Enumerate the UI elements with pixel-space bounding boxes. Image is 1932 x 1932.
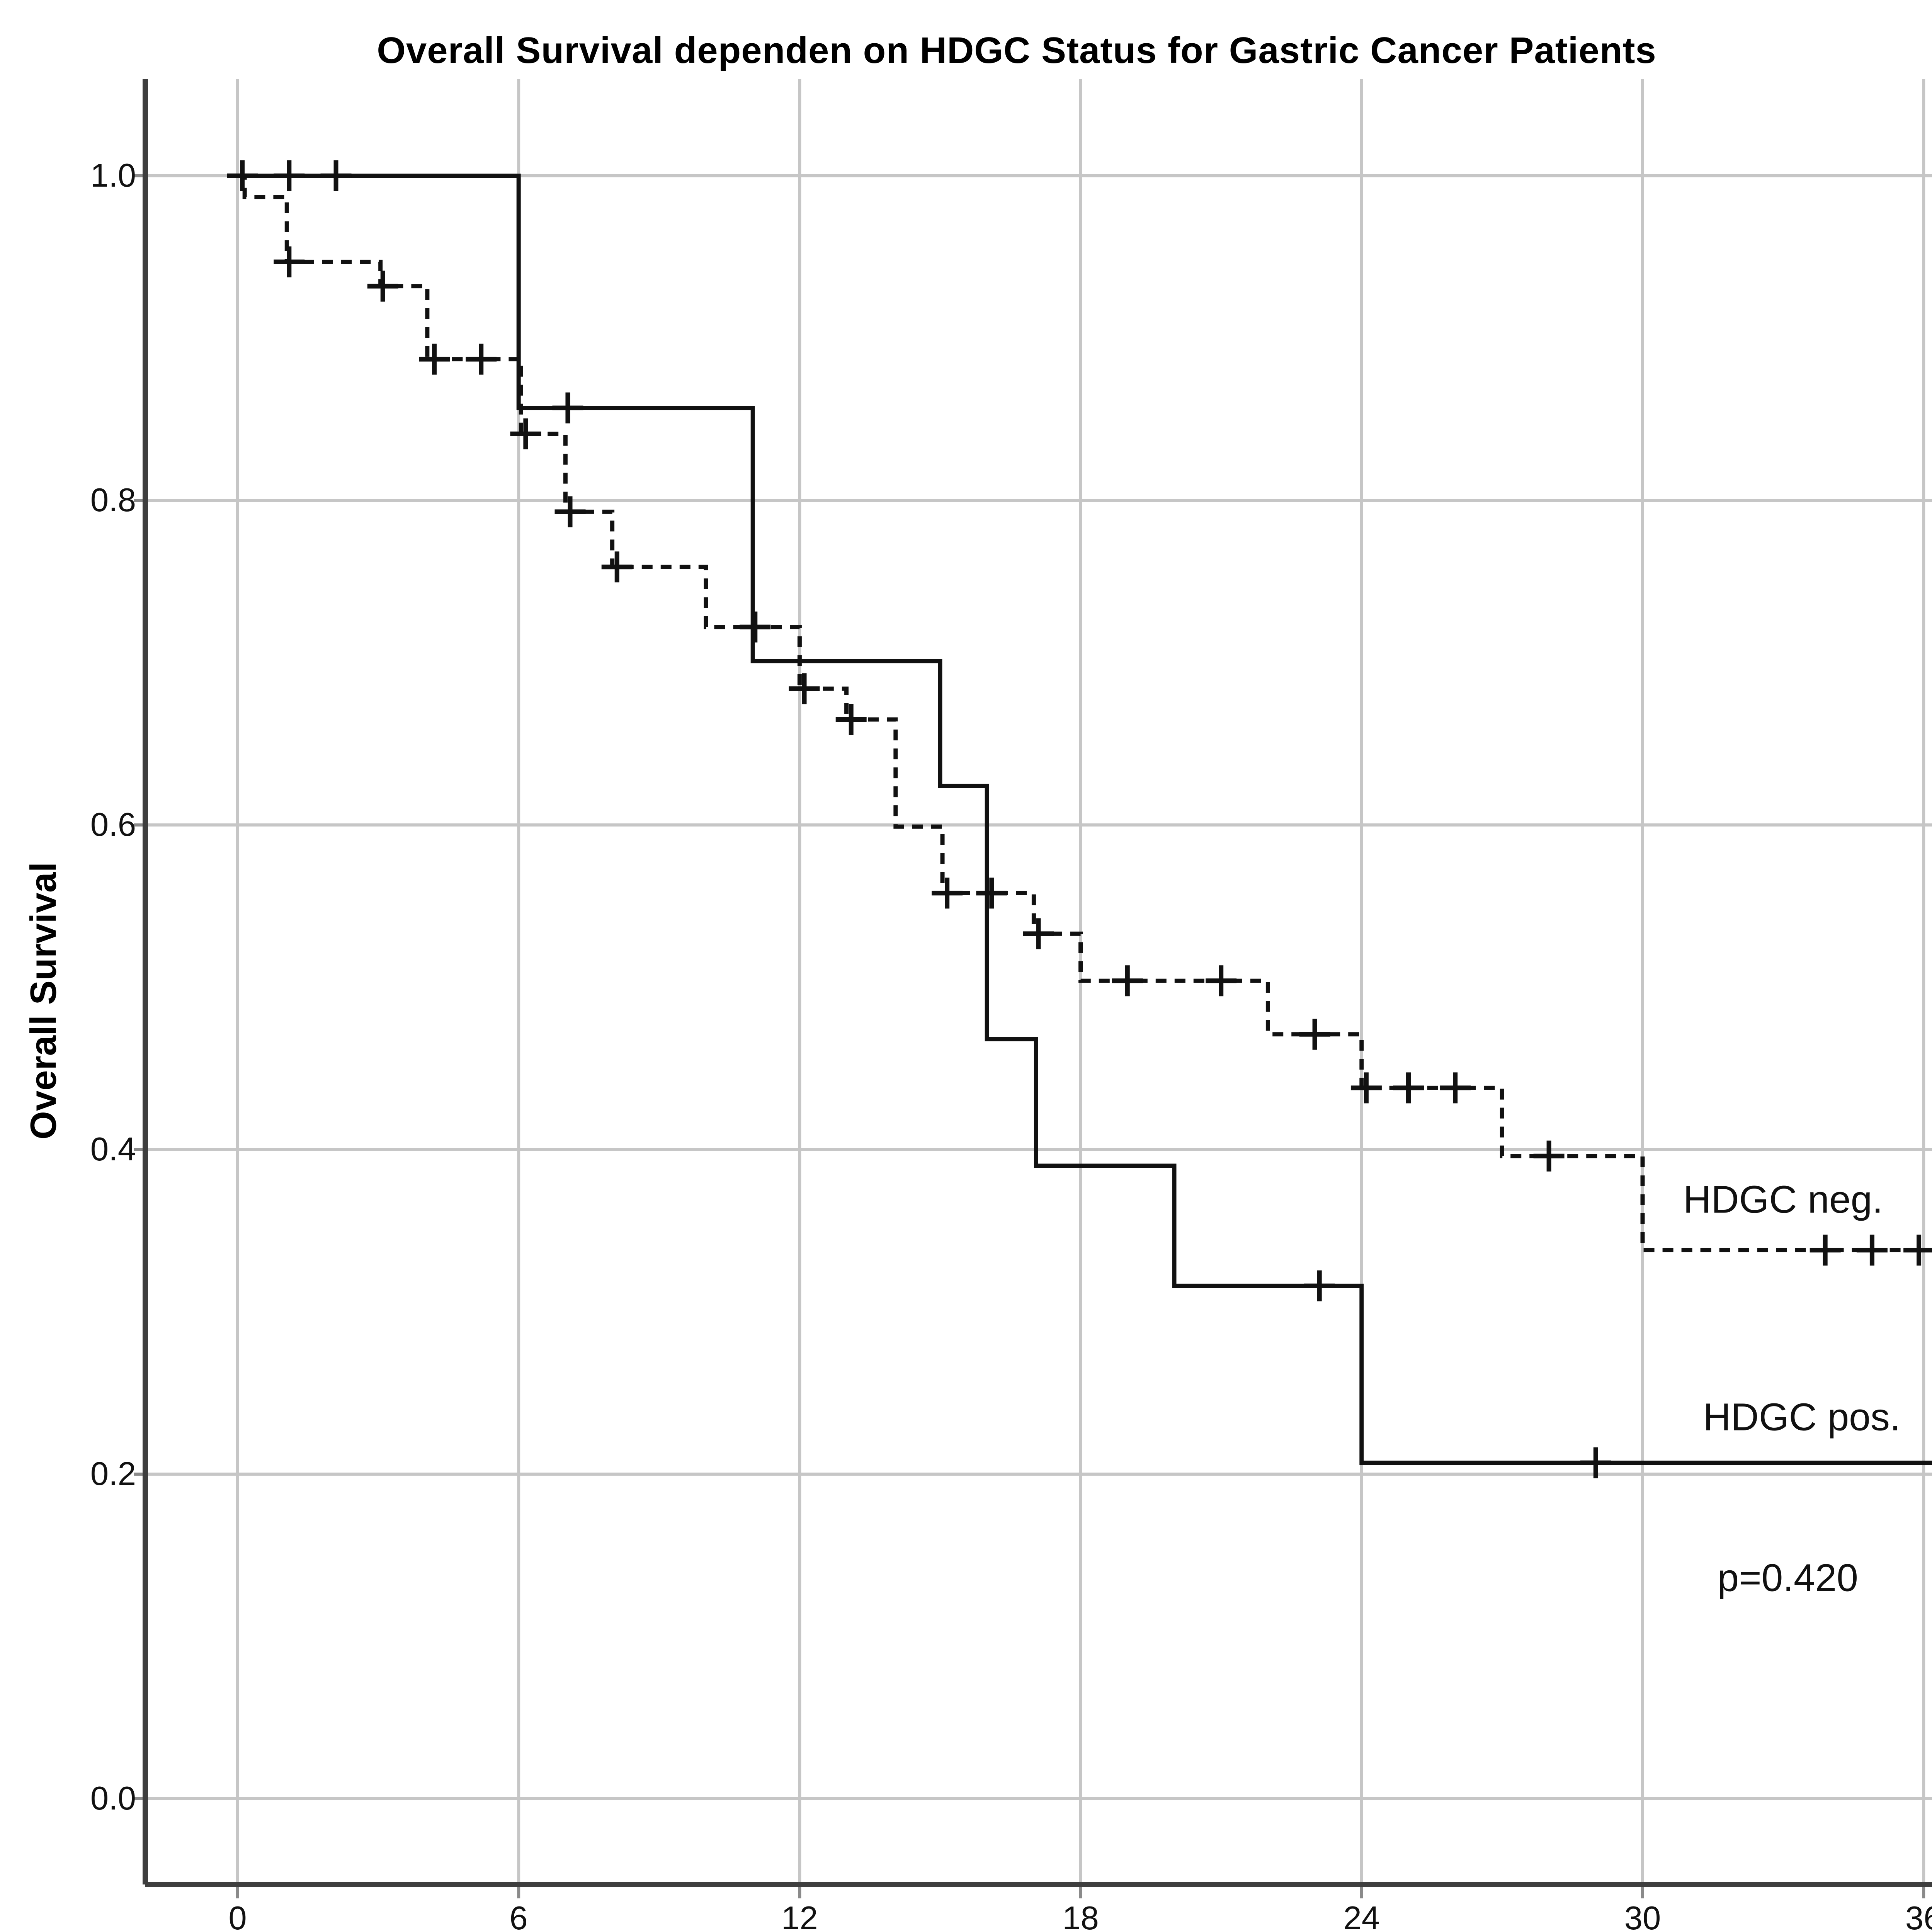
censor-marks-hdgc-pos (227, 160, 1611, 1478)
x-tick-label-12: 12 (781, 1900, 818, 1932)
axis-spines (143, 79, 1932, 1887)
y-axis-title: Overall Survival (23, 862, 64, 1140)
x-tick-label-36: 36 (1905, 1900, 1932, 1932)
x-tick-label-24: 24 (1343, 1900, 1380, 1932)
censor-marks-hdgc-neg (274, 246, 1932, 1266)
y-tick-label-0.2: 0.2 (90, 1456, 136, 1492)
y-tick-label-0.0: 0.0 (90, 1780, 136, 1817)
chart-title: Overall Survival dependen on HDGC Status… (377, 30, 1656, 71)
series-label-hdgc-pos: HDGC pos. (1703, 1395, 1901, 1439)
y-tick-label-0.4: 0.4 (90, 1131, 136, 1168)
x-tick-label-18: 18 (1062, 1900, 1099, 1932)
x-tick-label-0: 0 (228, 1900, 247, 1932)
y-tick-label-0.8: 0.8 (90, 482, 136, 519)
x-tick-label-6: 6 (509, 1900, 528, 1932)
gridlines (145, 79, 1932, 1884)
x-tick-label-30: 30 (1624, 1900, 1661, 1932)
y-tick-label-1.0: 1.0 (90, 157, 136, 194)
survival-curve-hdgc-pos (238, 173, 1932, 1465)
survival-curve-hdgc-neg (238, 173, 1932, 1252)
y-tick-label-0.6: 0.6 (90, 806, 136, 843)
series-label-hdgc-neg: HDGC neg. (1683, 1178, 1883, 1221)
annotation-p-value: p=0.420 (1717, 1556, 1858, 1600)
